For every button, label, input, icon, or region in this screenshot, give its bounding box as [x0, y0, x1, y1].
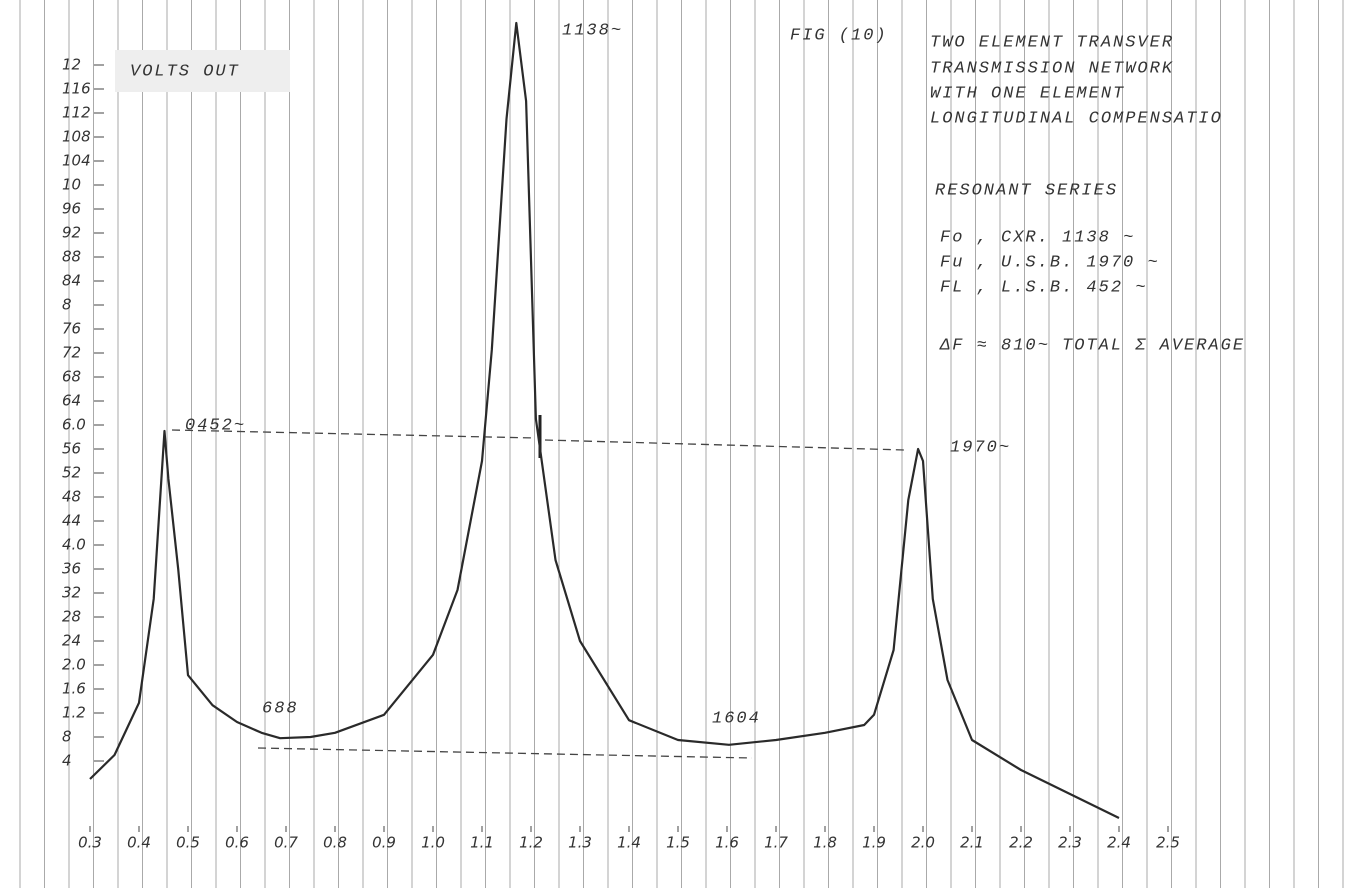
- x-tick-label: 2.5: [1156, 834, 1180, 852]
- title-line: TWO ELEMENT TRANSVER: [930, 33, 1174, 52]
- span-line: [257, 747, 753, 759]
- y-tick-label: 48: [62, 488, 81, 506]
- x-tick-label: 1.1: [470, 834, 494, 852]
- title-line: TRANSMISSION NETWORK: [930, 59, 1174, 78]
- y-tick-label: 28: [62, 608, 81, 626]
- y-tick-label: 56: [62, 440, 81, 458]
- x-tick-label: 2.4: [1107, 834, 1131, 852]
- x-tick-label: 0.4: [127, 834, 151, 852]
- y-tick-label: 108: [62, 128, 91, 146]
- x-tick-label: 0.3: [78, 834, 102, 852]
- x-tick-label: 1.4: [617, 834, 641, 852]
- x-tick-label: 1.9: [862, 834, 886, 852]
- x-tick-label: 2.0: [911, 834, 935, 852]
- y-tick-label: 4: [62, 752, 72, 770]
- title-line: LONGITUDINAL COMPENSATIO: [930, 109, 1223, 128]
- y-tick-label: 84: [62, 272, 81, 290]
- y-tick-label: 36: [62, 560, 81, 578]
- y-tick-label: 32: [62, 584, 81, 602]
- y-tick-label: 112: [62, 104, 91, 122]
- y-tick-label: 8: [62, 728, 72, 746]
- note: Fo , CXR. 1138 ~: [940, 228, 1135, 247]
- x-tick-label: 1.2: [519, 834, 543, 852]
- label-box: [115, 50, 290, 92]
- y-tick-label: 96: [62, 200, 81, 218]
- y-tick-label: 88: [62, 248, 81, 266]
- title-line: WITH ONE ELEMENT: [930, 84, 1125, 103]
- x-tick-label: 1.3: [568, 834, 592, 852]
- x-tick-label: 0.6: [225, 834, 249, 852]
- y-tick-label: 24: [62, 632, 81, 650]
- y-tick-label: 116: [62, 80, 91, 98]
- y-tick-label: 92: [62, 224, 81, 242]
- y-tick-label: 2.0: [62, 656, 86, 674]
- annotation: 1970~: [950, 438, 1011, 457]
- note: ΔF ≈ 810~ TOTAL Σ AVERAGE: [939, 336, 1245, 355]
- x-tick-label: 0.5: [176, 834, 200, 852]
- x-tick-label: 2.1: [960, 834, 984, 852]
- span-arrow: [171, 429, 906, 451]
- note: FL , L.S.B. 452 ~: [940, 278, 1147, 297]
- y-tick-label: 64: [62, 392, 81, 410]
- y-tick-label: 10: [62, 176, 81, 194]
- x-tick-label: 1.7: [764, 834, 788, 852]
- curve: [89, 21, 1120, 819]
- x-tick-label: 0.8: [323, 834, 347, 852]
- annotation: 1604: [712, 709, 761, 728]
- peak-label: 1138~: [562, 21, 623, 40]
- y-tick-label: 52: [62, 464, 81, 482]
- annotation: 688: [262, 699, 299, 718]
- y-tick-label: 76: [62, 320, 81, 338]
- y-tick-label: 12: [62, 56, 81, 74]
- y-axis-label: VOLTS OUT: [130, 62, 240, 81]
- y-tick-label: 1.2: [62, 704, 86, 722]
- y-tick-label: 4.0: [62, 536, 86, 554]
- y-tick-label: 1.6: [62, 680, 86, 698]
- y-tick-label: 6.0: [62, 416, 86, 434]
- annotation: 0452~: [185, 416, 246, 435]
- x-tick-label: 0.9: [372, 834, 396, 852]
- y-tick-label: 104: [62, 152, 91, 170]
- figure-label: FIG (10): [790, 26, 888, 45]
- y-tick-label: 8: [62, 296, 72, 314]
- x-tick-label: 0.7: [274, 834, 298, 852]
- x-tick-label: 2.2: [1009, 834, 1033, 852]
- y-tick-label: 44: [62, 512, 81, 530]
- note: Fu , U.S.B. 1970 ~: [940, 253, 1160, 272]
- x-tick-label: 1.8: [813, 834, 837, 852]
- x-tick-label: 1.5: [666, 834, 690, 852]
- x-tick-label: 1.6: [715, 834, 739, 852]
- note: RESONANT SERIES: [935, 181, 1118, 200]
- y-tick-label: 72: [62, 344, 81, 362]
- paper-lines: [19, 0, 1344, 888]
- x-tick-label: 2.3: [1058, 834, 1082, 852]
- y-tick-label: 68: [62, 368, 81, 386]
- x-tick-label: 1.0: [421, 834, 445, 852]
